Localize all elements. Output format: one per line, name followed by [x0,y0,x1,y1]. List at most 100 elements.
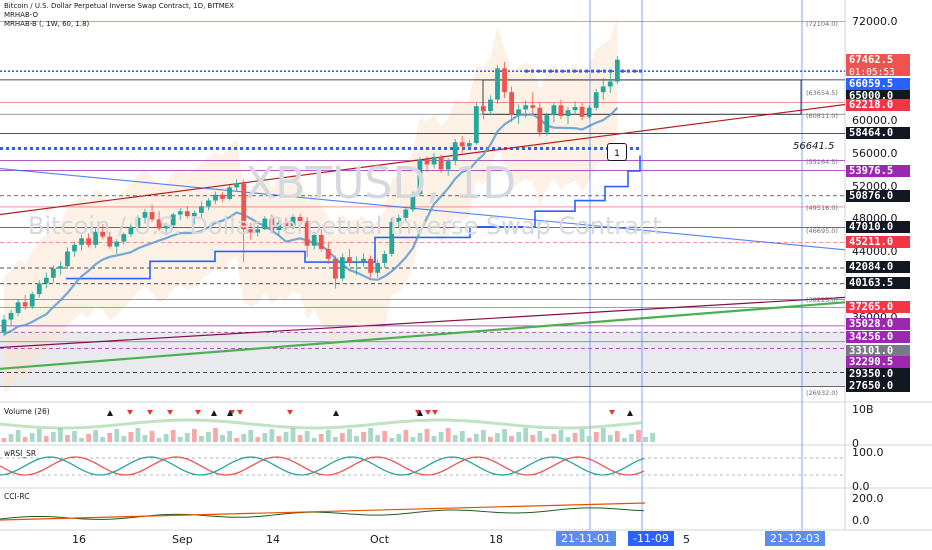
volume-bar [318,434,324,442]
volume-bar [79,438,84,442]
x-label-16: 16 [72,533,86,546]
volume-bar [530,435,536,442]
step-stop-line [66,155,641,280]
volume-bar [368,428,373,442]
y-tick-label: 56000.0 [852,146,898,160]
candle-body [43,277,49,284]
volume-bar [248,430,254,442]
candle-body [121,234,127,242]
candle-body [347,257,352,263]
candle-body [544,115,550,133]
volume-bar [142,435,148,442]
wrsi-pane-title[interactable]: wRSI_SR [4,449,37,458]
candle-body [241,183,247,230]
price-label: 45211.0 [846,236,910,248]
cci-pane-title[interactable]: CCI-RC [4,492,30,501]
candle-body [283,222,289,226]
volume-bar [199,436,204,442]
level-label: (49518.0) [806,204,838,212]
volume-signal-down [195,410,201,415]
volume-bar [579,429,585,442]
moving-average [3,107,619,336]
volume-tick-max: 10B [852,403,874,416]
volume-bar [558,430,564,442]
volume-signal-down [425,410,431,415]
volume-bar [227,431,232,442]
wrsi-line-red [0,456,645,476]
volume-bar [114,429,120,442]
candle-body [72,244,77,252]
candle-body [199,206,204,213]
candle-body [614,59,620,82]
volume-bar [255,437,261,442]
volume-pane-title[interactable]: Volume (26) [4,407,50,416]
price-label: 50876.0 [846,190,910,202]
volume-bar [438,432,444,442]
price-label: 40163.5 [846,277,910,289]
candle-body [290,216,296,226]
candle-body [523,105,529,110]
candle-body [255,229,261,233]
candle-body [220,194,225,199]
volume-signal-down [127,410,133,415]
candle-body [558,105,564,116]
trendline-red-lower [0,296,846,349]
price-label: 29350.0 [846,368,910,380]
candle-body [537,107,543,133]
annotation-callout[interactable]: 1 [607,143,627,161]
x-badge-11-09[interactable]: -11-09 [628,531,674,546]
volume-signal-up [333,410,339,416]
volume-bar [593,432,599,442]
candle-body [565,110,571,116]
volume-ma [0,418,643,430]
volume-signal-up [107,410,113,416]
annotation-price: 56641.5 [793,141,835,152]
volume-signal-down [167,410,173,415]
volume-bar [311,438,317,442]
volume-bar [128,432,134,442]
candle-body [396,217,402,222]
volume-bar [156,438,162,442]
candle-body [586,107,592,117]
candle-body [572,106,578,111]
volume-signal-down [609,410,615,415]
countdown: 01:05:53 [849,67,895,78]
chart-title: Bitcoin / U.S. Dollar Perpetual Inverse … [4,2,234,10]
x-badge-21-11-01[interactable]: 21-11-01 [556,531,616,546]
candle-body [29,294,35,307]
volume-bar [354,436,359,442]
candle-body [607,81,613,87]
x-badge-21-12-03[interactable]: 21-12-03 [765,531,825,546]
volume-bar [65,435,70,442]
candle-body [58,266,63,269]
candle-body [114,241,120,247]
volume-bar [424,429,430,442]
indicator-mrhab-b[interactable]: MRHAB-B (, 1W, 60, 1.8) [4,20,90,28]
cci-tick-zero: 0.0 [852,514,870,527]
volume-bar [502,429,507,442]
candle-body [149,212,155,220]
candle-body [424,159,430,165]
volume-bar [417,433,423,442]
volume-bar [509,436,514,442]
volume-bar [304,431,310,442]
candle-body [142,212,148,218]
price-label: 37265.0 [846,301,910,313]
candle-body [332,258,338,279]
volume-bar [607,435,613,442]
volume-bar [121,436,127,442]
price-label: 66059.5 [846,78,910,90]
y-tick-label: 44000.0 [852,245,898,259]
volume-bar [1,438,7,442]
candle-body [431,157,437,165]
candle-body [325,248,331,259]
indicator-mrhab-o[interactable]: MRHAB-O [4,11,38,19]
candle-body [234,183,240,188]
volume-bar [297,435,303,442]
candle-body [36,283,42,295]
price-label: 27650.0 [846,380,910,392]
volume-bar [332,437,338,442]
volume-bar [650,433,655,442]
volume-signal-up [211,410,217,416]
